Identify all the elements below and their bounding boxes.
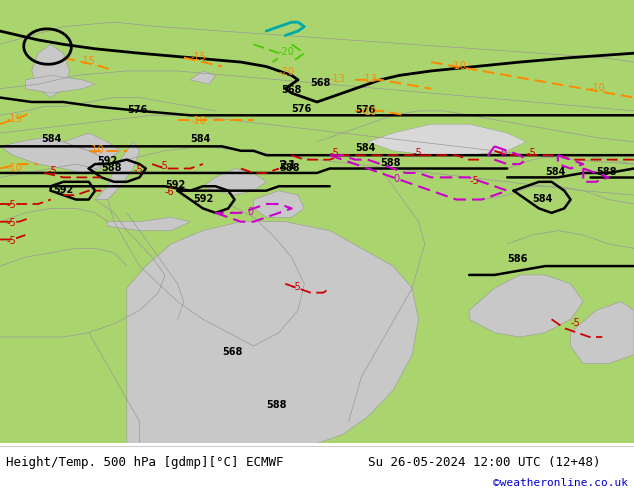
Text: 592: 592 [193,194,213,204]
Text: -10: -10 [450,61,466,71]
Polygon shape [469,275,583,337]
Text: -10: -10 [190,116,206,126]
Text: -5: -5 [330,148,339,158]
Text: -5: -5 [526,148,536,158]
Text: 584: 584 [190,134,210,144]
Text: 592: 592 [165,180,185,191]
Polygon shape [95,142,139,199]
Text: 568: 568 [311,78,331,89]
Text: -5: -5 [412,148,422,158]
Text: 568: 568 [281,85,302,95]
Text: 576: 576 [355,105,375,115]
Polygon shape [190,71,216,84]
Text: 584: 584 [41,134,61,144]
Polygon shape [25,75,95,93]
Text: -5: -5 [6,200,16,210]
Text: -15: -15 [6,114,22,124]
Text: -20: -20 [279,48,295,57]
Text: 568: 568 [222,347,242,357]
Text: -10: -10 [361,107,377,117]
Text: 586: 586 [507,254,527,264]
Text: -15: -15 [79,56,95,66]
Text: 588: 588 [279,163,299,173]
Text: 576: 576 [127,105,147,115]
Text: 584: 584 [532,194,552,204]
Text: 588: 588 [266,400,287,410]
Text: -10: -10 [6,163,22,173]
Text: 588: 588 [101,163,122,173]
Text: Height/Temp. 500 hPa [gdmp][°C] ECMWF: Height/Temp. 500 hPa [gdmp][°C] ECMWF [6,456,284,468]
Text: -5: -5 [6,218,16,228]
Text: 0: 0 [247,207,254,217]
Text: -5: -5 [469,176,479,186]
Polygon shape [368,124,526,155]
Polygon shape [203,169,266,195]
Text: -5: -5 [158,161,168,171]
Polygon shape [127,221,418,443]
Text: 0: 0 [393,174,399,184]
Text: -5: -5 [6,236,16,246]
Text: -5: -5 [571,318,580,328]
Text: 584: 584 [545,167,566,177]
Text: -20: -20 [279,68,295,77]
Text: -13: -13 [361,74,377,84]
Text: -5: -5 [48,166,57,176]
Text: -10: -10 [590,83,605,93]
Text: -6: -6 [165,187,174,197]
Text: 21: 21 [279,158,297,172]
Text: 588: 588 [596,167,616,177]
Text: ©weatheronline.co.uk: ©weatheronline.co.uk [493,478,628,488]
Text: 592: 592 [53,185,74,195]
Text: 584: 584 [355,143,375,153]
Text: -15: -15 [190,52,206,62]
Text: 0: 0 [501,149,507,159]
Polygon shape [63,133,120,160]
Text: -5: -5 [292,282,301,293]
Text: 588: 588 [380,158,401,168]
Text: 576: 576 [292,104,312,114]
Polygon shape [254,191,304,217]
Polygon shape [32,44,70,98]
Polygon shape [0,138,108,173]
Text: -5: -5 [133,165,143,175]
Text: Su 26-05-2024 12:00 UTC (12+48): Su 26-05-2024 12:00 UTC (12+48) [368,456,600,468]
Text: -10: -10 [89,145,105,155]
Polygon shape [571,301,634,364]
Text: -13: -13 [330,74,346,84]
Text: 592: 592 [98,156,118,166]
Polygon shape [108,217,190,231]
